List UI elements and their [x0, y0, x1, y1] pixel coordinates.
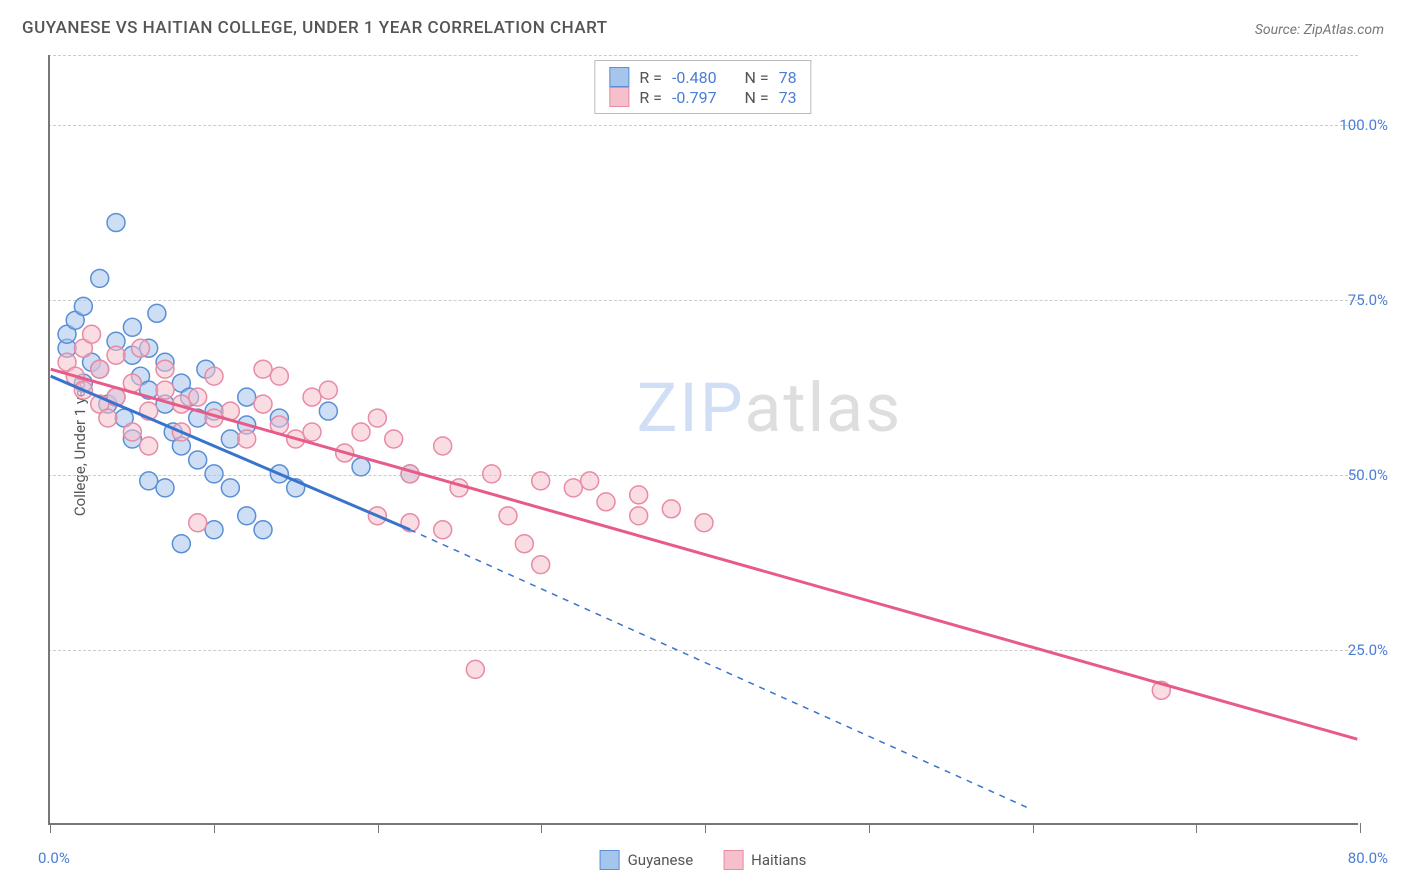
- data-point: [221, 430, 239, 448]
- data-point: [581, 472, 599, 490]
- legend-label: Guyanese: [628, 851, 694, 869]
- data-point: [254, 395, 272, 413]
- data-point: [368, 409, 386, 427]
- data-point: [515, 535, 533, 553]
- stat-r-value: -0.480: [672, 68, 717, 87]
- data-point: [189, 451, 207, 469]
- data-point: [466, 660, 484, 678]
- data-point: [107, 346, 125, 364]
- data-point: [205, 521, 223, 539]
- stats-row: R = -0.480 N = 78: [609, 67, 796, 87]
- stats-row: R = -0.797 N = 73: [609, 87, 796, 107]
- data-point: [532, 556, 550, 574]
- data-point: [156, 381, 174, 399]
- stat-r-value: -0.797: [672, 88, 717, 107]
- data-point: [221, 479, 239, 497]
- data-point: [385, 430, 403, 448]
- data-point: [189, 514, 207, 532]
- data-point: [132, 339, 150, 357]
- data-point: [205, 465, 223, 483]
- data-point: [303, 388, 321, 406]
- legend-swatch: [600, 850, 620, 870]
- stat-r-label: R =: [639, 68, 662, 87]
- x-tick: [1360, 823, 1361, 833]
- data-point: [352, 423, 370, 441]
- data-point: [123, 423, 141, 441]
- bottom-legend: Guyanese Haitians: [600, 850, 807, 870]
- scatter-svg: [50, 55, 1358, 823]
- stat-n-value: 78: [779, 68, 797, 87]
- data-point: [156, 479, 174, 497]
- data-point: [597, 493, 615, 511]
- data-point: [148, 304, 166, 322]
- regression-extrapolation: [410, 530, 1031, 809]
- x-tick: [1033, 823, 1034, 833]
- stat-n-label: N =: [745, 68, 769, 87]
- data-point: [695, 514, 713, 532]
- data-point: [499, 507, 517, 525]
- data-point: [434, 521, 452, 539]
- x-tick-max: 80.0%: [1348, 849, 1388, 867]
- data-point: [238, 388, 256, 406]
- x-tick: [869, 823, 870, 833]
- data-point: [352, 458, 370, 476]
- data-point: [319, 402, 337, 420]
- x-tick-min: 0.0%: [38, 849, 70, 867]
- data-point: [172, 535, 190, 553]
- data-point: [303, 423, 321, 441]
- data-point: [630, 486, 648, 504]
- data-point: [74, 297, 92, 315]
- data-point: [238, 430, 256, 448]
- data-point: [254, 360, 272, 378]
- data-point: [483, 465, 501, 483]
- data-point: [254, 521, 272, 539]
- chart-title: GUYANESE VS HAITIAN COLLEGE, UNDER 1 YEA…: [22, 18, 608, 38]
- x-tick: [541, 823, 542, 833]
- data-point: [564, 479, 582, 497]
- data-point: [91, 360, 109, 378]
- data-point: [189, 388, 207, 406]
- data-point: [156, 360, 174, 378]
- correlation-chart: GUYANESE VS HAITIAN COLLEGE, UNDER 1 YEA…: [0, 0, 1406, 892]
- data-point: [140, 437, 158, 455]
- data-point: [107, 214, 125, 232]
- legend-swatch: [609, 67, 629, 87]
- legend-item: Haitians: [723, 850, 806, 870]
- data-point: [205, 367, 223, 385]
- data-point: [434, 437, 452, 455]
- x-tick: [1196, 823, 1197, 833]
- legend-label: Haitians: [751, 851, 806, 869]
- data-point: [91, 269, 109, 287]
- data-point: [83, 325, 101, 343]
- data-point: [270, 367, 288, 385]
- data-point: [140, 472, 158, 490]
- x-tick: [214, 823, 215, 833]
- data-point: [123, 318, 141, 336]
- stat-n-value: 73: [779, 88, 797, 107]
- plot-area: ZIPatlas: [48, 55, 1358, 825]
- x-tick: [705, 823, 706, 833]
- data-point: [319, 381, 337, 399]
- data-point: [238, 507, 256, 525]
- data-point: [662, 500, 680, 518]
- legend-swatch: [609, 87, 629, 107]
- legend-swatch: [723, 850, 743, 870]
- x-tick: [50, 823, 51, 833]
- stat-n-label: N =: [745, 88, 769, 107]
- regression-line: [51, 376, 410, 530]
- legend-item: Guyanese: [600, 850, 694, 870]
- data-point: [99, 409, 117, 427]
- regression-line: [51, 369, 1358, 739]
- data-point: [630, 507, 648, 525]
- stats-legend: R = -0.480 N = 78 R = -0.797 N = 73: [594, 60, 811, 114]
- data-point: [532, 472, 550, 490]
- stat-r-label: R =: [639, 88, 662, 107]
- source-label: Source: ZipAtlas.com: [1255, 22, 1384, 38]
- x-tick: [378, 823, 379, 833]
